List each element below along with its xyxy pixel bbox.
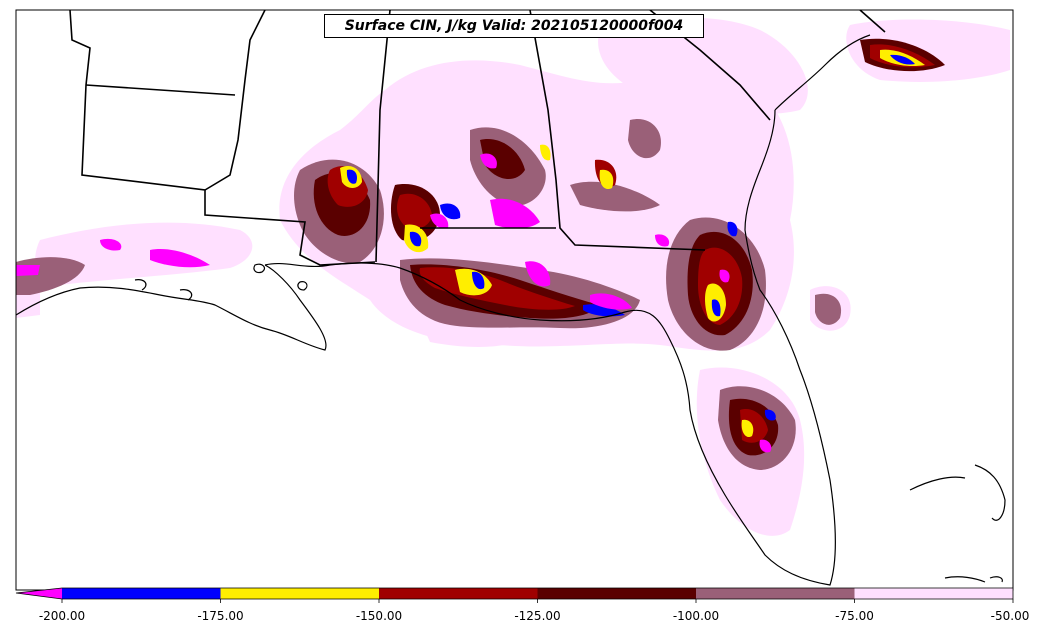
coastlines	[15, 34, 1006, 586]
colorbar-extend-min	[16, 588, 62, 599]
colorbar-segment-dark-red	[537, 588, 696, 599]
colorbar-outline	[15, 587, 1014, 600]
colorbar-tick-label: -175.00	[197, 609, 244, 623]
colorbar-tick-label: -150.00	[355, 609, 403, 623]
map-title: Surface CIN, J/kg Valid: 202105120000f00…	[324, 14, 704, 38]
colorbar-tick-label: -100.00	[672, 609, 720, 623]
colorbar-segment-light-pink	[854, 588, 1013, 599]
colorbar-tick-label: -200.00	[38, 609, 86, 623]
cin-shade-magenta	[16, 153, 772, 453]
colorbar-segment-blue	[62, 588, 221, 599]
colorbar-tick-label: -50.00	[990, 609, 1030, 623]
cin-shade-blue	[346, 54, 915, 421]
colorbar-tick-label: -125.00	[514, 609, 561, 623]
colorbar-segment-red	[379, 588, 538, 599]
colorbar-segment-yellow	[220, 588, 379, 599]
colorbar-tick-label: -75.00	[835, 609, 874, 623]
state-borders	[69, 9, 886, 266]
colorbar	[15, 587, 1014, 603]
colorbar-segment-mauve	[696, 588, 855, 599]
